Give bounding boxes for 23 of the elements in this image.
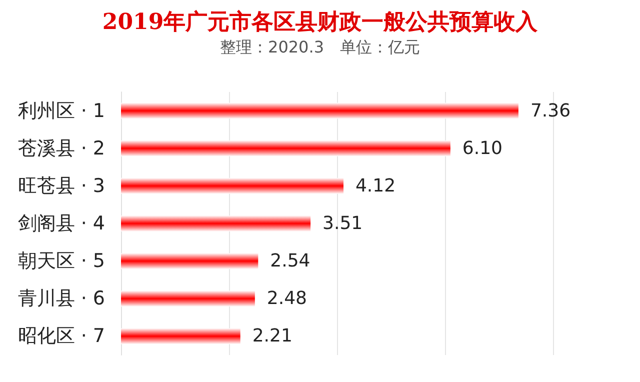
bar: [121, 253, 258, 270]
bar: [121, 290, 255, 307]
y-tick-label: 苍溪县 · 2: [18, 137, 105, 160]
chart-subtitle: 整理：2020.3 单位：亿元: [220, 38, 420, 56]
data-label: 2.54: [270, 250, 310, 272]
y-tick-label: 昭化区 · 7: [18, 325, 105, 348]
bar: [121, 216, 311, 232]
chart-title: 2019年广元市各区县财政一般公共预算收入: [102, 9, 539, 35]
data-label: 4.12: [355, 175, 396, 196]
bar: [121, 102, 518, 119]
y-tick-label: 利州区 · 1: [18, 100, 105, 122]
data-label: 3.51: [322, 213, 363, 234]
bar: [121, 178, 344, 194]
y-tick-label: 青川县 · 6: [18, 288, 105, 310]
data-label: 7.36: [530, 100, 571, 122]
data-label: 2.48: [266, 288, 307, 310]
y-tick-label: 旺苍县 · 3: [18, 174, 105, 197]
bar: [121, 140, 450, 156]
y-tick-label: 朝天区 · 5: [18, 250, 105, 272]
data-label: 6.10: [462, 138, 502, 159]
data-label: 2.21: [252, 326, 292, 347]
y-tick-label: 剑阁县 · 4: [18, 212, 105, 234]
bar: [121, 328, 240, 344]
